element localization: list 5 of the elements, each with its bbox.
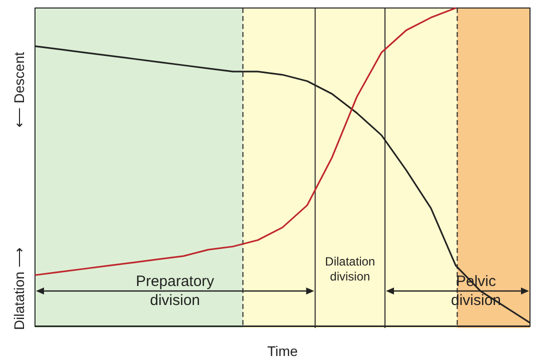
x-axis-title: Time (267, 343, 298, 359)
annotation: Preparatory division (136, 273, 215, 309)
text: ⟵ Descent (11, 52, 27, 128)
y-axis-title: Dilatation ⟶ (11, 248, 27, 330)
annotation: Dilatation division (325, 254, 376, 284)
